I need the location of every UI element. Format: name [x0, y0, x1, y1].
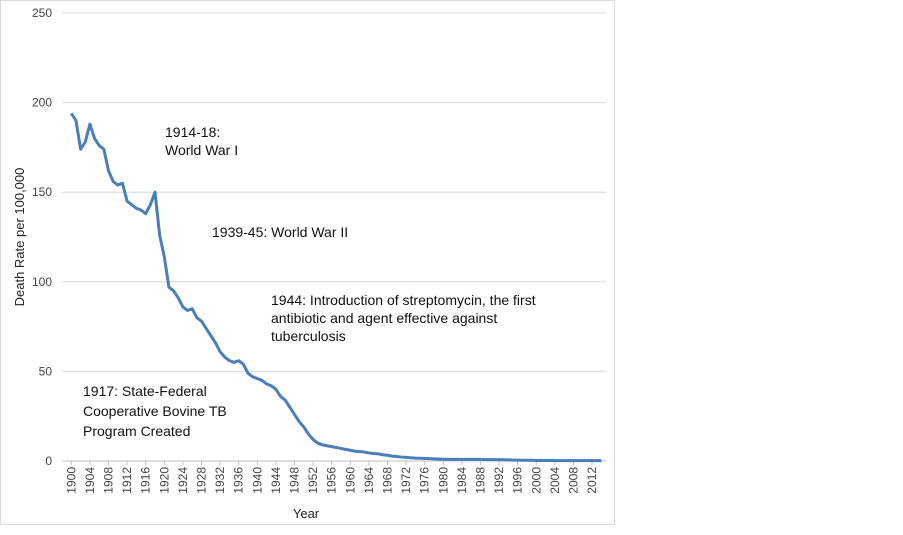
x-tick-label: 1968	[380, 467, 394, 494]
annotation: 1944: Introduction of streptomycin, the …	[271, 292, 536, 308]
y-tick-label: 250	[32, 6, 52, 20]
x-tick-label: 1928	[194, 467, 208, 494]
y-tick-label: 150	[32, 185, 52, 199]
x-tick-label: 1984	[455, 467, 469, 494]
x-tick-label: 2000	[529, 467, 543, 494]
x-tick-label: 1932	[213, 467, 227, 494]
annotation: tuberculosis	[271, 328, 346, 344]
y-axis-title: Death Rate per 100,000	[12, 168, 27, 307]
x-tick-label: 1948	[287, 467, 301, 494]
chart-frame	[0, 0, 615, 525]
y-tick-label: 100	[32, 275, 52, 289]
x-tick-label: 1960	[343, 467, 357, 494]
x-tick-label: 1920	[157, 467, 171, 494]
x-tick-label: 1956	[325, 467, 339, 494]
annotation: 1917: State-Federal	[83, 383, 207, 399]
x-tick-label: 1976	[418, 467, 432, 494]
x-tick-label: 1908	[101, 467, 115, 494]
annotation: Program Created	[83, 423, 190, 439]
x-tick-label: 2008	[566, 467, 580, 494]
x-tick-label: 1940	[250, 467, 264, 494]
data-line	[70, 112, 602, 463]
x-tick-label: 1992	[492, 467, 506, 494]
x-tick-label: 1944	[269, 467, 283, 494]
x-tick-label: 2004	[548, 467, 562, 494]
x-tick-label: 1980	[436, 467, 450, 494]
y-tick-label: 50	[39, 364, 53, 378]
annotation: 1914-18:	[165, 124, 220, 140]
y-tick-label: 200	[32, 96, 52, 110]
x-tick-label: 1912	[120, 467, 134, 494]
x-tick-label: 2012	[585, 467, 599, 494]
annotation: World War I	[165, 142, 238, 158]
x-tick-label: 1988	[473, 467, 487, 494]
x-tick-label: 1936	[232, 467, 246, 494]
x-axis-title: Year	[293, 506, 320, 521]
annotation: Cooperative Bovine TB	[83, 403, 227, 419]
annotation: 1939-45: World War II	[212, 224, 348, 240]
x-tick-label: 1924	[176, 467, 190, 494]
x-tick-label: 1916	[139, 467, 153, 494]
y-tick-label: 0	[45, 454, 52, 468]
x-tick-label: 1904	[83, 467, 97, 494]
x-tick-label: 1964	[362, 467, 376, 494]
x-tick-label: 1996	[511, 467, 525, 494]
x-tick-label: 1900	[64, 467, 78, 494]
annotation: antibiotic and agent effective against	[271, 310, 497, 326]
x-tick-label: 1972	[399, 467, 413, 494]
x-tick-label: 1952	[306, 467, 320, 494]
